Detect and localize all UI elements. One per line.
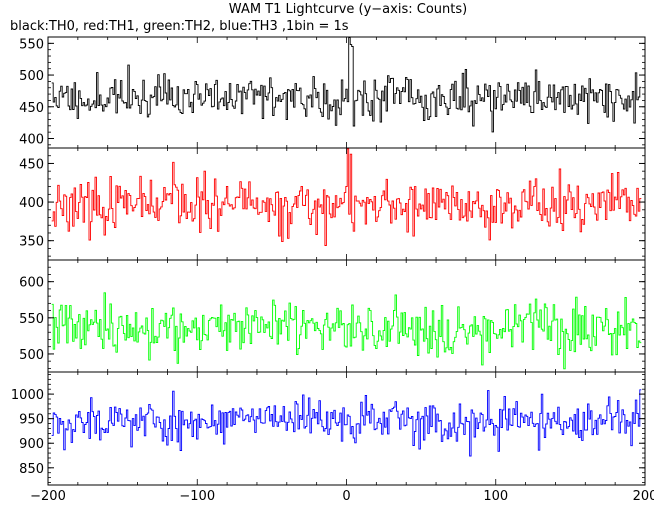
x-tick-label: 100 [483,489,508,504]
chart-subtitle: black:TH0, red:TH1, green:TH2, blue:TH3 … [10,19,349,34]
y-tick-label: 1000 [11,388,44,403]
y-tick-label: 550 [19,312,44,327]
x-axis-ticks: −200 −100 0 100 200 [30,489,654,504]
y-tick-label: 550 [19,37,44,52]
y-tick-label: 450 [19,157,44,172]
y-tick-label: 900 [19,437,44,452]
panel-th2: 500 550 600 [19,259,646,373]
x-tick-label: 0 [342,489,350,504]
y-tick-label: 350 [19,235,44,250]
x-tick-label: 200 [633,489,654,504]
panel-frame [47,371,646,486]
y-tick-label: 400 [19,196,44,211]
y-tick-label: 950 [19,413,44,428]
y-tick-label: 450 [19,101,44,116]
x-tick-label: −100 [179,489,215,504]
panel-th0: 400 450 500 550 [19,36,646,149]
y-tick-label: 500 [19,348,44,363]
y-tick-label: 400 [19,132,44,147]
series-line-th0 [51,37,642,133]
series-line-th1 [51,148,642,246]
panel-frame [47,147,646,261]
series-line-th3 [51,389,642,457]
panel-frame [47,36,646,149]
x-tick-label: −200 [30,489,66,504]
y-tick-label: 600 [19,276,44,291]
series-line-th2 [51,292,642,370]
panel-th3: 850 900 950 1000 [11,371,646,486]
y-tick-label: 850 [19,462,44,477]
panels-group: 400 450 500 550 350 400 450 500 550 600 850 900 950 1… [11,36,646,486]
panel-th1: 350 400 450 [19,147,646,261]
y-tick-label: 500 [19,69,44,84]
chart-title: WAM T1 Lightcurve (y−axis: Counts) [229,2,467,17]
panel-frame [47,259,646,373]
